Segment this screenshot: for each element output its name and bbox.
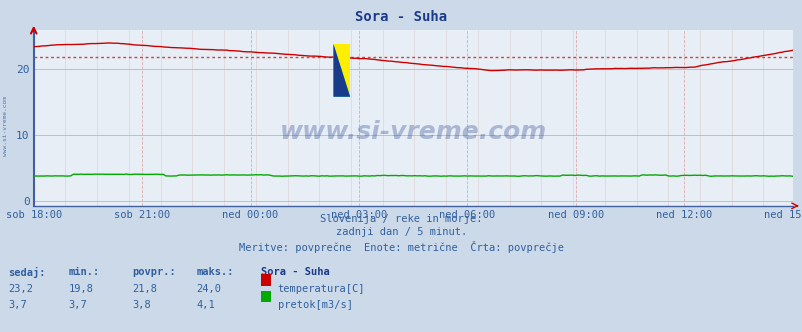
Text: Sora - Suha: Sora - Suha bbox=[355, 10, 447, 24]
Text: povpr.:: povpr.: bbox=[132, 267, 176, 277]
Text: pretok[m3/s]: pretok[m3/s] bbox=[277, 300, 352, 310]
Text: min.:: min.: bbox=[68, 267, 99, 277]
Text: 3,7: 3,7 bbox=[8, 300, 26, 310]
Text: 4,1: 4,1 bbox=[196, 300, 215, 310]
Text: 3,7: 3,7 bbox=[68, 300, 87, 310]
Polygon shape bbox=[333, 44, 350, 97]
Text: 3,8: 3,8 bbox=[132, 300, 151, 310]
Text: 23,2: 23,2 bbox=[8, 284, 33, 294]
Text: Meritve: povprečne  Enote: metrične  Črta: povprečje: Meritve: povprečne Enote: metrične Črta:… bbox=[239, 241, 563, 253]
Text: Slovenija / reke in morje.: Slovenija / reke in morje. bbox=[320, 214, 482, 224]
Text: temperatura[C]: temperatura[C] bbox=[277, 284, 365, 294]
Text: 24,0: 24,0 bbox=[196, 284, 221, 294]
Polygon shape bbox=[333, 44, 350, 97]
Text: maks.:: maks.: bbox=[196, 267, 234, 277]
Text: sedaj:: sedaj: bbox=[8, 267, 46, 278]
Text: Sora - Suha: Sora - Suha bbox=[261, 267, 330, 277]
Text: www.si-vreme.com: www.si-vreme.com bbox=[279, 120, 546, 144]
Text: www.si-vreme.com: www.si-vreme.com bbox=[3, 96, 8, 156]
Text: 21,8: 21,8 bbox=[132, 284, 157, 294]
Text: zadnji dan / 5 minut.: zadnji dan / 5 minut. bbox=[335, 227, 467, 237]
Text: 19,8: 19,8 bbox=[68, 284, 93, 294]
Polygon shape bbox=[333, 44, 350, 97]
